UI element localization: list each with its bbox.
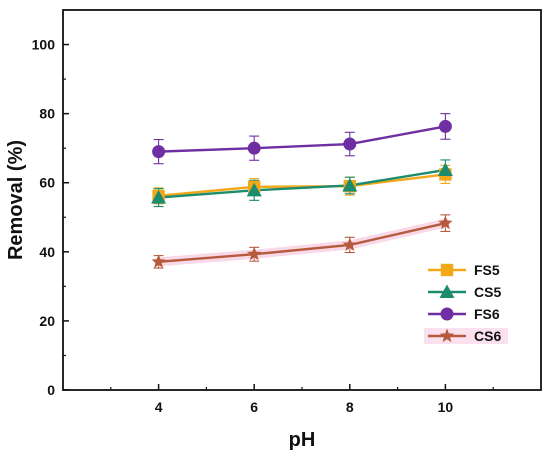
legend-label-cs5: CS5 <box>474 284 501 300</box>
x-tick-label: 10 <box>438 399 454 415</box>
data-point-cs5 <box>437 162 453 176</box>
data-point-cs6 <box>151 254 166 268</box>
x-tick-label: 4 <box>155 399 163 415</box>
y-tick-label: 40 <box>39 244 55 260</box>
data-point-fs6 <box>343 137 357 151</box>
legend-marker-cs6 <box>439 328 455 343</box>
series-highlight-cs6 <box>154 218 450 267</box>
legend-marker-fs5 <box>440 263 454 277</box>
data-point-cs6 <box>247 246 262 261</box>
legend-label-fs5: FS5 <box>474 262 500 278</box>
x-tick-label: 8 <box>346 399 354 415</box>
error-bars <box>153 113 451 269</box>
legend-label-cs6: CS6 <box>474 328 501 344</box>
y-tick-label: 20 <box>39 313 55 329</box>
data-point-cs5 <box>151 190 167 204</box>
y-tick-label: 60 <box>39 175 55 191</box>
data-point-cs5 <box>342 177 358 192</box>
legend-marker-fs6 <box>440 307 454 321</box>
x-axis-title: pH <box>289 429 316 451</box>
series-line-cs5 <box>158 168 446 199</box>
x-tick-label: 6 <box>250 399 258 415</box>
data-point-fs6 <box>438 119 452 133</box>
y-axis-title: Removal (%) <box>5 140 27 260</box>
legend-marker-cs5 <box>439 284 455 298</box>
y-tick-label: 80 <box>39 106 55 122</box>
data-point-fs6 <box>152 145 166 159</box>
series-line-fs5 <box>158 173 446 198</box>
legend-label-fs6: FS6 <box>474 306 500 322</box>
y-tick-label: 100 <box>32 37 56 53</box>
series-markers <box>151 119 453 268</box>
data-point-fs6 <box>247 141 261 155</box>
data-point-cs6 <box>438 215 453 230</box>
y-tick-label: 0 <box>47 382 55 398</box>
series-line-fs6 <box>158 125 446 153</box>
series-lines <box>154 125 450 267</box>
legend: FS5 CS5 FS6 CS6 <box>424 262 508 344</box>
data-point-cs6 <box>342 237 357 251</box>
series-line-cs6 <box>158 221 446 264</box>
data-point-cs5 <box>246 182 262 197</box>
